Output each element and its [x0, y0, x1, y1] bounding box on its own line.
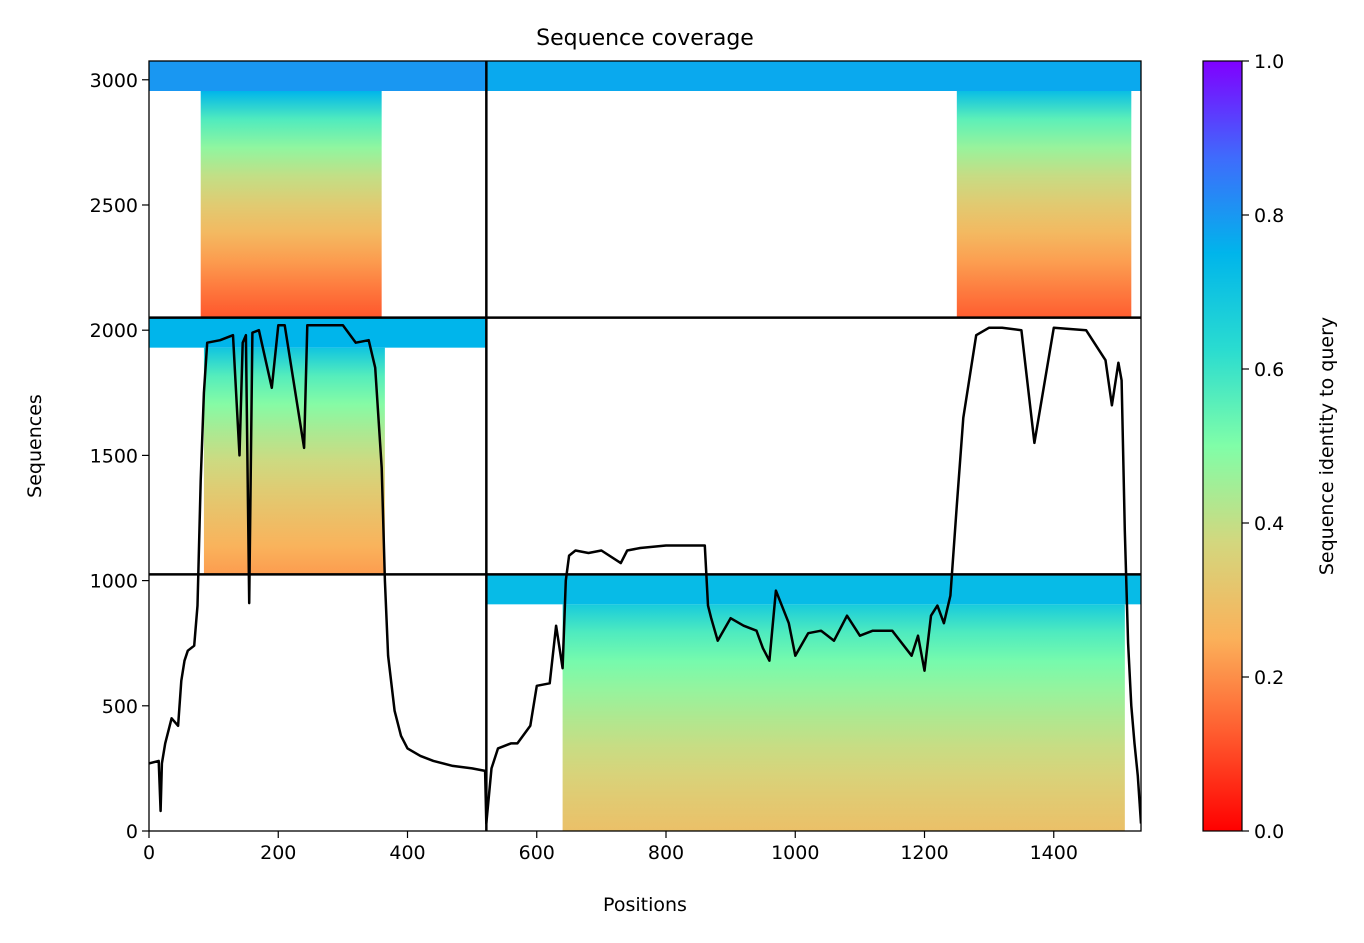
colorbar-ticks: 0.0 0.2 0.4 0.6 0.8 1.0	[1242, 51, 1284, 843]
y-tick-label: 2500	[90, 195, 138, 217]
colorbar-tick-label: 0.6	[1254, 359, 1284, 381]
heatmap-block-top-band	[149, 61, 487, 91]
y-tick-label: 1500	[90, 445, 138, 467]
x-axis-label: Positions	[603, 894, 687, 916]
x-tick-label: 400	[389, 842, 425, 864]
y-axis-ticks: 0 500 1000 1500 2000 2500 3000	[90, 70, 149, 843]
plot-frame	[148, 60, 1142, 832]
x-tick-label: 800	[648, 842, 684, 864]
colorbar-tick-label: 0.8	[1254, 205, 1284, 227]
block-boundaries	[149, 61, 1141, 831]
y-tick-label: 3000	[90, 70, 138, 92]
y-axis-label: Sequences	[24, 394, 46, 498]
chart-title: Sequence coverage	[536, 26, 754, 51]
heatmap-block-top-band	[486, 574, 1141, 605]
coverage-line	[149, 323, 1141, 825]
x-axis-ticks: 0 200 400 600 800 1000 1200 1400	[143, 831, 1078, 864]
x-tick-label: 1400	[1030, 842, 1078, 864]
colorbar-tick-label: 0.0	[1254, 821, 1284, 843]
heatmap-block-top-band	[149, 317, 487, 348]
heatmap-block	[200, 91, 382, 318]
y-tick-label: 1000	[90, 571, 138, 593]
x-tick-label: 0	[143, 842, 155, 864]
x-tick-label: 200	[260, 842, 296, 864]
coverage-heatmap	[149, 61, 1141, 831]
colorbar-tick-label: 1.0	[1254, 51, 1284, 73]
y-tick-label: 500	[102, 696, 138, 718]
y-tick-label: 2000	[90, 320, 138, 342]
heatmap-block	[562, 604, 1125, 831]
y-tick-label: 0	[126, 821, 138, 843]
coverage-line-layer	[149, 323, 1141, 825]
x-tick-label: 1000	[771, 842, 819, 864]
colorbar-tick-label: 0.4	[1254, 513, 1284, 535]
heatmap-block	[956, 91, 1132, 318]
colorbar	[1202, 60, 1243, 832]
x-tick-label: 1200	[900, 842, 948, 864]
x-tick-label: 600	[519, 842, 555, 864]
colorbar-label: Sequence identity to query	[1316, 317, 1338, 575]
colorbar-tick-label: 0.2	[1254, 667, 1284, 689]
heatmap-block-top-band	[486, 61, 1141, 91]
